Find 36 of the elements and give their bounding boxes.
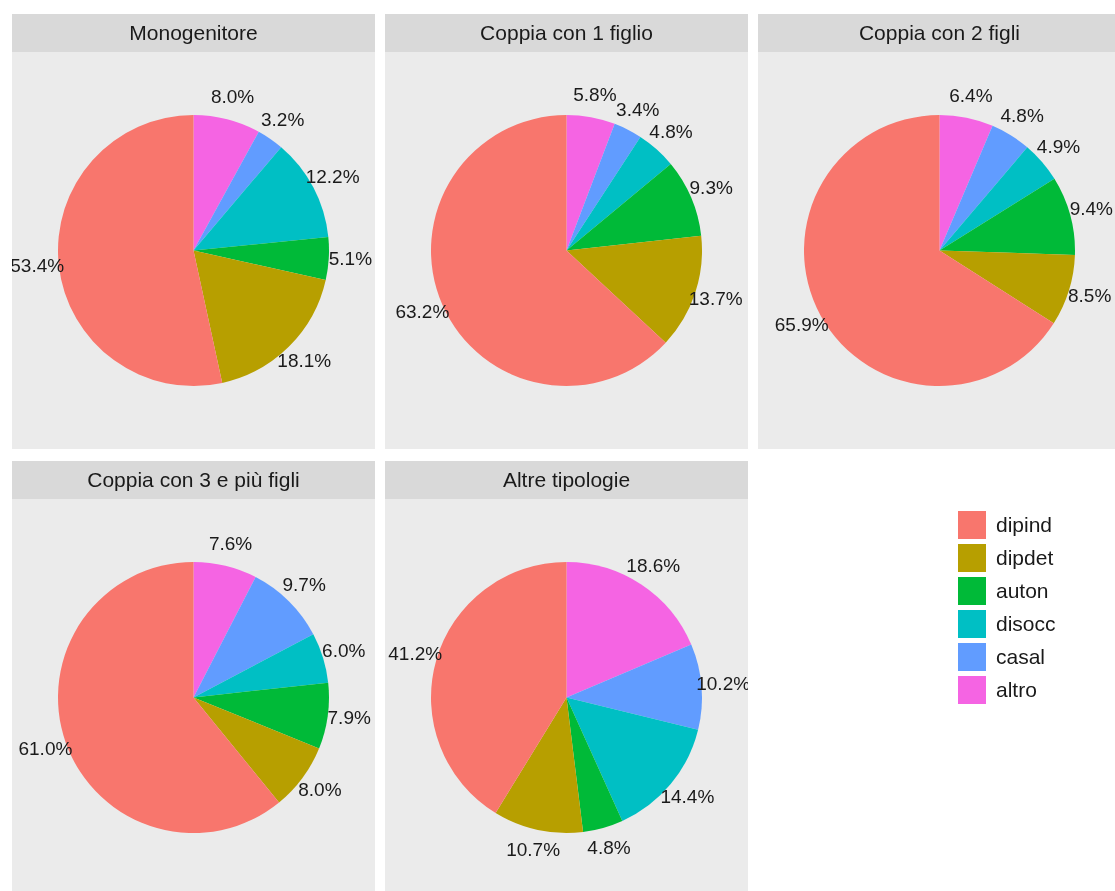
data-label: 10.7% — [506, 839, 561, 861]
data-label: 4.8% — [649, 121, 693, 143]
data-label: 18.1% — [277, 350, 332, 372]
legend-label: dipdet — [996, 545, 1054, 570]
legend-label: dipind — [996, 512, 1053, 537]
data-label: 8.0% — [210, 86, 255, 108]
chart-title: Altre tipologie — [385, 461, 748, 499]
chart-title: Monogenitore — [12, 14, 375, 52]
data-label: 6.4% — [949, 84, 993, 106]
data-label: 4.9% — [1036, 136, 1081, 158]
data-label: 3.4% — [616, 98, 660, 120]
chart-title: Coppia con 2 figli — [758, 14, 1115, 52]
data-label: 18.6% — [626, 554, 681, 576]
legend-label: altro — [996, 677, 1037, 702]
data-label: 63.2% — [395, 301, 450, 323]
data-label: 65.9% — [774, 314, 829, 336]
data-label: 12.2% — [305, 165, 360, 187]
data-label: 9.7% — [282, 574, 326, 596]
data-label: 8.0% — [298, 779, 342, 801]
data-label: 7.6% — [208, 533, 253, 554]
legend-label: casal — [996, 644, 1046, 669]
chart-title: Coppia con 1 figlio — [385, 14, 748, 52]
legend-label: disocc — [996, 611, 1056, 636]
data-label: 7.9% — [327, 707, 371, 729]
data-label: 4.8% — [1000, 105, 1044, 127]
data-label: 8.5% — [1067, 285, 1112, 307]
data-label: 14.4% — [660, 786, 715, 808]
data-label: 5.1% — [328, 248, 373, 270]
data-label: 4.8% — [587, 837, 631, 859]
data-label: 5.8% — [573, 84, 617, 106]
data-label: 3.2% — [261, 109, 305, 131]
data-label: 9.3% — [689, 177, 733, 199]
data-label: 6.0% — [322, 639, 366, 661]
chart-title: Coppia con 3 e più figli — [12, 461, 375, 499]
legend-label: auton — [996, 578, 1049, 603]
data-label: 9.4% — [1069, 197, 1114, 219]
